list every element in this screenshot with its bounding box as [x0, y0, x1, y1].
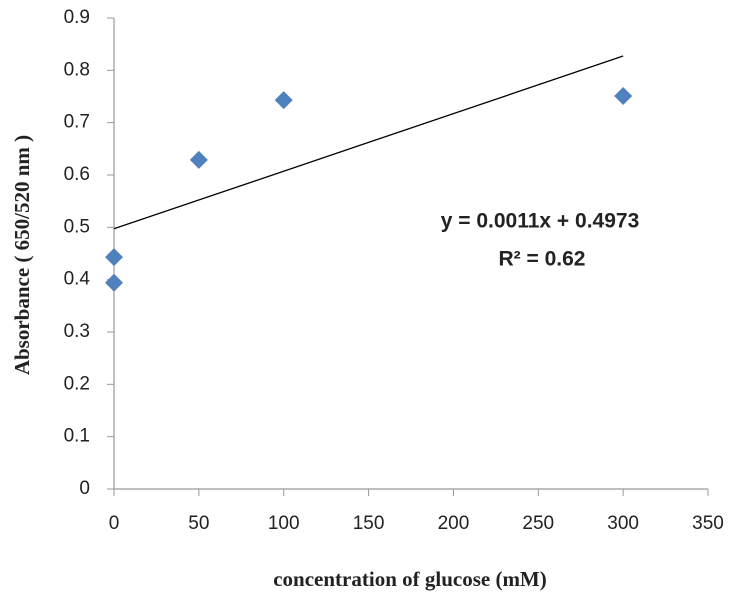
data-point [105, 248, 123, 267]
x-tick-label: 150 [353, 513, 385, 534]
r-squared: R² = 0.62 [499, 248, 586, 271]
x-tick-label: 250 [522, 513, 554, 534]
y-tick-label: 0.1 [64, 426, 90, 447]
data-point [189, 150, 208, 169]
data-point [105, 273, 123, 292]
trendline [113, 55, 624, 230]
x-tick-label: 100 [268, 513, 300, 534]
y-tick-label: 0 [79, 478, 90, 499]
y-tick-label: 0.9 [64, 7, 90, 28]
x-tick-label: 350 [692, 513, 724, 534]
trendline-equation: y = 0.0011x + 0.4973 [441, 210, 640, 233]
x-axis-title: concentration of glucose (mM) [273, 567, 547, 591]
x-tick-label: 50 [188, 513, 209, 534]
y-tick-label: 0.6 [64, 164, 90, 185]
y-tick-label: 0.2 [64, 373, 90, 394]
y-axis-title: Absorbance ( 650/520 nm ) [10, 135, 34, 375]
y-tick-label: 0.8 [64, 59, 90, 80]
y-tick-label: 0.7 [64, 112, 90, 133]
data-point [274, 91, 293, 110]
x-tick-label: 200 [438, 513, 470, 534]
y-tick-label: 0.3 [64, 321, 90, 342]
data-point [614, 86, 633, 105]
x-tick-label: 0 [109, 513, 120, 534]
x-tick-label: 300 [607, 513, 639, 534]
y-tick-label: 0.4 [64, 269, 91, 290]
y-tick-label: 0.5 [64, 216, 90, 237]
